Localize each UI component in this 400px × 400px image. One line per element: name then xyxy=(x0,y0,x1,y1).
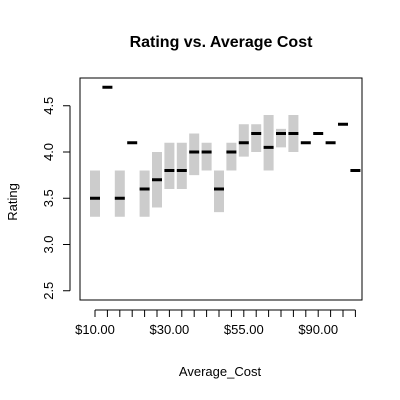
box-12 xyxy=(238,124,249,157)
box-13 xyxy=(251,124,262,152)
x-tick-label-2: $55.00 xyxy=(224,322,264,337)
y-tick-label-3: 4.0 xyxy=(41,143,56,161)
box-15 xyxy=(276,128,286,148)
x-tick-label-0: $10.00 xyxy=(75,322,115,337)
x-axis: $10.00 $30.00 $55.00 $90.00 xyxy=(75,309,356,337)
box-6 xyxy=(164,142,175,189)
y-tick-label-0: 2.5 xyxy=(41,282,56,300)
box-9 xyxy=(201,142,212,171)
y-axis: 2.5 3.0 3.5 4.0 4.5 xyxy=(41,97,71,300)
x-tick-label-3: $90.00 xyxy=(298,322,338,337)
box-4 xyxy=(139,170,150,217)
x-tick-label-1: $30.00 xyxy=(150,322,190,337)
box-10 xyxy=(214,170,224,213)
chart-title: Rating vs. Average Cost xyxy=(130,34,314,51)
box-11 xyxy=(226,142,237,171)
y-tick-label-1: 3.0 xyxy=(41,235,56,253)
y-tick-label-4: 4.5 xyxy=(41,97,56,115)
box-14 xyxy=(263,115,274,171)
x-axis-label: Average_Cost xyxy=(179,364,262,379)
box-0 xyxy=(90,170,100,217)
boxes-layer xyxy=(90,85,361,217)
box-8 xyxy=(189,133,200,176)
plot-frame xyxy=(79,77,363,301)
box-7 xyxy=(176,142,187,189)
box-2 xyxy=(114,170,125,217)
y-axis-label: Rating xyxy=(5,183,20,221)
y-tick-label-2: 3.5 xyxy=(41,189,56,207)
